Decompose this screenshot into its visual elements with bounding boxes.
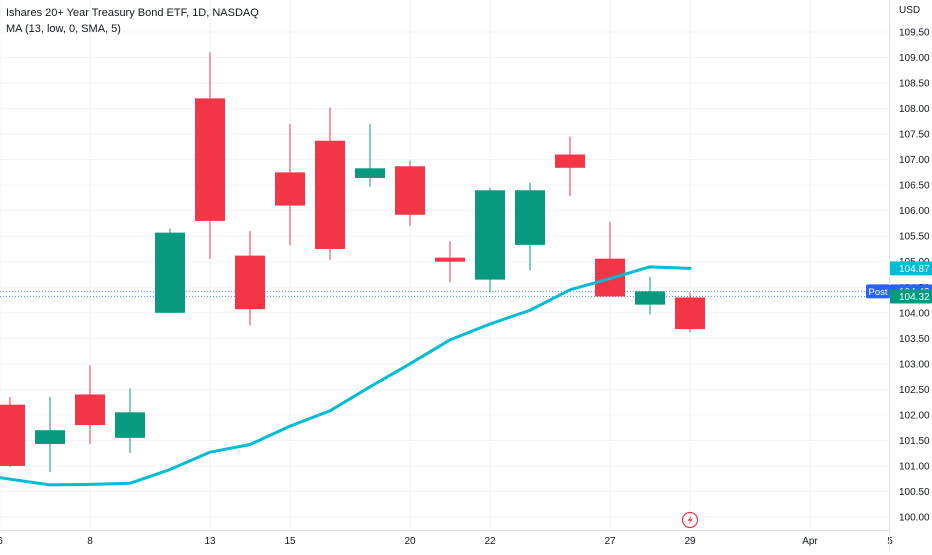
candle-body-up (515, 190, 545, 245)
candle-body-down (75, 394, 105, 426)
candle[interactable] (635, 277, 665, 315)
y-tick-label: 102.50 (899, 385, 930, 396)
currency-label: USD (899, 5, 920, 16)
candle-body-up (475, 190, 505, 280)
candle[interactable] (475, 187, 505, 293)
lightning-icon-bolt (687, 515, 693, 525)
chart-legend: Ishares 20+ Year Treasury Bond ETF, 1D, … (6, 5, 259, 37)
candle-body-up (635, 291, 665, 305)
y-tick-label: 107.50 (899, 130, 930, 141)
x-tick-label: 29 (684, 536, 696, 547)
candle[interactable] (355, 123, 385, 187)
post-tag-bg (866, 284, 890, 299)
x-tick-label: 13 (204, 536, 216, 547)
y-tick-label: 100.00 (899, 513, 930, 524)
last-price-badge: 104.32 (899, 292, 930, 303)
candle-body-down (315, 140, 345, 249)
x-tick-label: 22 (484, 536, 496, 547)
candle-body-up (355, 168, 385, 179)
y-tick-label: 107.00 (899, 155, 930, 166)
x-tick-label: Apr (802, 536, 818, 547)
candle[interactable] (235, 231, 265, 326)
x-tick-label: 6 (0, 536, 3, 547)
y-tick-label: 106.00 (899, 206, 930, 217)
y-tick-label: 103.00 (899, 359, 930, 370)
y-tick-label: 103.50 (899, 334, 930, 345)
y-tick-label: 104.00 (899, 308, 930, 319)
candle[interactable] (595, 221, 625, 297)
candle[interactable] (35, 397, 65, 473)
symbol-title[interactable]: Ishares 20+ Year Treasury Bond ETF, 1D, … (6, 7, 259, 19)
ma-price-badge-bg (890, 261, 932, 276)
ma-price-badge: 104.87 (899, 264, 930, 275)
y-tick-label: 109.00 (899, 53, 930, 64)
candle[interactable] (0, 397, 25, 467)
candle-body-down (275, 172, 305, 206)
x-tick-label: 5 (887, 536, 893, 547)
lightning-icon[interactable] (681, 511, 699, 529)
candle[interactable] (315, 107, 345, 260)
candle-body-down (195, 98, 225, 221)
x-tick-label: 27 (604, 536, 616, 547)
candle[interactable] (155, 228, 185, 313)
y-tick-label: 109.50 (899, 28, 930, 39)
candle-body-up (155, 232, 185, 313)
candle-body-up (115, 412, 145, 438)
y-tick-label: 100.50 (899, 487, 930, 498)
candle[interactable] (515, 182, 545, 271)
candle-body-down (235, 255, 265, 310)
y-tick-label: 101.50 (899, 436, 930, 447)
candle[interactable] (195, 52, 225, 260)
x-tick-label: 15 (284, 536, 296, 547)
post-tag-label: Post (868, 287, 887, 298)
y-tick-label: 108.00 (899, 104, 930, 115)
candle[interactable] (115, 388, 145, 454)
candle[interactable] (275, 123, 305, 246)
candle-body-up (35, 430, 65, 444)
ma-line[interactable] (0, 265, 692, 487)
candle-body-down (0, 404, 25, 466)
candle-body-down (555, 154, 585, 168)
y-tick-label: 106.50 (899, 181, 930, 192)
candle[interactable] (435, 241, 465, 283)
candle[interactable] (395, 160, 425, 226)
y-tick-label: 102.00 (899, 410, 930, 421)
y-tick-label: 105.50 (899, 232, 930, 243)
candle[interactable] (675, 292, 705, 333)
x-tick-label: 20 (404, 536, 416, 547)
last-price-badge-bg (890, 289, 932, 304)
candle[interactable] (75, 365, 105, 444)
y-tick-label: 101.00 (899, 461, 930, 472)
candle-body-down (675, 297, 705, 330)
candle-body-down (395, 166, 425, 215)
candle-body-down (435, 257, 465, 262)
y-tick-label: 108.50 (899, 79, 930, 90)
x-tick-label: 8 (87, 536, 93, 547)
candle[interactable] (555, 136, 585, 197)
ma-indicator-label[interactable]: MA (13, low, 0, SMA, 5) (6, 23, 121, 35)
